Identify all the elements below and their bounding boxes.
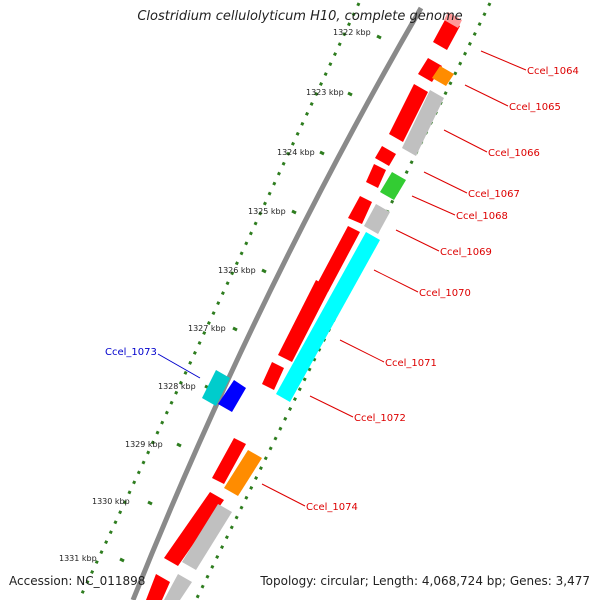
leader-line: [373, 269, 419, 293]
leader-line: [443, 129, 488, 153]
gene-arrow-gray[interactable]: [182, 504, 232, 570]
kbp-tick-label: 1327 kbp: [188, 324, 226, 333]
gene-label[interactable]: Ccel_1064: [527, 66, 579, 77]
reverse-strand-genes: [164, 12, 462, 600]
gene-arrow-red[interactable]: [262, 362, 284, 390]
gene-arrow-green[interactable]: [380, 172, 406, 200]
map-title: Clostridium cellulolyticum H10, complete…: [137, 9, 463, 24]
gene-label[interactable]: Ccel_1069: [440, 247, 492, 258]
gene-arrow-red[interactable]: [418, 58, 442, 82]
gene-label[interactable]: Ccel_1072: [354, 413, 406, 424]
kbp-tick-mark: [376, 34, 382, 40]
kbp-tick-mark: [147, 500, 153, 506]
leader-line: [480, 50, 527, 71]
accession-text: Accession: NC_011898: [9, 574, 146, 588]
kbp-tick-label: 1323 kbp: [306, 88, 344, 97]
kbp-tick-mark: [291, 209, 297, 215]
leader-line: [411, 195, 456, 216]
gene-arrow-red[interactable]: [433, 18, 460, 50]
kbp-tick-label: 1326 kbp: [218, 266, 256, 275]
gene-label[interactable]: Ccel_1074: [306, 502, 358, 513]
gene-arrow-red[interactable]: [316, 226, 360, 292]
leader-line: [309, 395, 354, 418]
leader-line: [261, 483, 306, 507]
gene-arrow-red[interactable]: [212, 438, 246, 484]
gene-label[interactable]: Ccel_1068: [456, 211, 508, 222]
kbp-tick-mark: [319, 150, 325, 156]
gene-label[interactable]: Ccel_1070: [419, 288, 471, 299]
kbp-tick-mark: [261, 268, 267, 274]
leader-line: [464, 84, 509, 107]
gene-arrow-teal[interactable]: [202, 370, 230, 406]
leader-line: [157, 353, 201, 379]
gene-arrow-red[interactable]: [366, 164, 386, 188]
gene-arrow-gray[interactable]: [364, 204, 390, 234]
gene-label[interactable]: Ccel_1073: [105, 347, 157, 358]
gene-label[interactable]: Ccel_1066: [488, 148, 540, 159]
gene-arrow-blue[interactable]: [218, 380, 246, 412]
kbp-tick-marks: [119, 34, 382, 563]
kbp-tick-label: 1322 kbp: [333, 28, 371, 37]
gene-arrow-red[interactable]: [164, 492, 224, 566]
kbp-tick-label: 1330 kbp: [92, 497, 130, 506]
kbp-tick-label: 1324 kbp: [277, 148, 315, 157]
leader-line: [423, 171, 468, 194]
gene-label[interactable]: Ccel_1067: [468, 189, 520, 200]
leader-line: [395, 229, 440, 252]
kbp-tick-mark: [119, 557, 125, 563]
gene-arrow-red[interactable]: [278, 280, 330, 362]
kbp-tick-label: 1329 kbp: [125, 440, 163, 449]
kbp-tick-mark: [232, 326, 238, 332]
gene-arrow-red[interactable]: [146, 574, 170, 600]
genome-summary-text: Topology: circular; Length: 4,068,724 bp…: [260, 574, 590, 588]
gene-leader-lines: [157, 50, 527, 507]
genome-backbone: [130, 6, 424, 600]
kbp-tick-label: 1325 kbp: [248, 207, 286, 216]
gene-arrow-red[interactable]: [389, 84, 428, 142]
kbp-tick-label: 1328 kbp: [158, 382, 196, 391]
gene-label[interactable]: Ccel_1065: [509, 102, 561, 113]
gene-arrow-orange[interactable]: [432, 66, 454, 86]
forward-strand-genes: [146, 18, 460, 600]
gene-arrow-gray[interactable]: [402, 90, 444, 156]
gene-arrow-red[interactable]: [348, 196, 372, 224]
leader-line: [339, 339, 385, 363]
gene-arrow-cyan[interactable]: [276, 232, 380, 402]
kbp-tick-mark: [176, 442, 182, 448]
gene-arrow-pink[interactable]: [444, 12, 462, 28]
gene-arrow-gray[interactable]: [164, 574, 192, 600]
kbp-tick-label: 1331 kbp: [59, 554, 97, 563]
gene-label[interactable]: Ccel_1071: [385, 358, 437, 369]
gene-arrow-orange[interactable]: [224, 450, 262, 496]
kbp-tick-mark: [347, 91, 353, 97]
gene-arrow-red[interactable]: [375, 146, 396, 166]
